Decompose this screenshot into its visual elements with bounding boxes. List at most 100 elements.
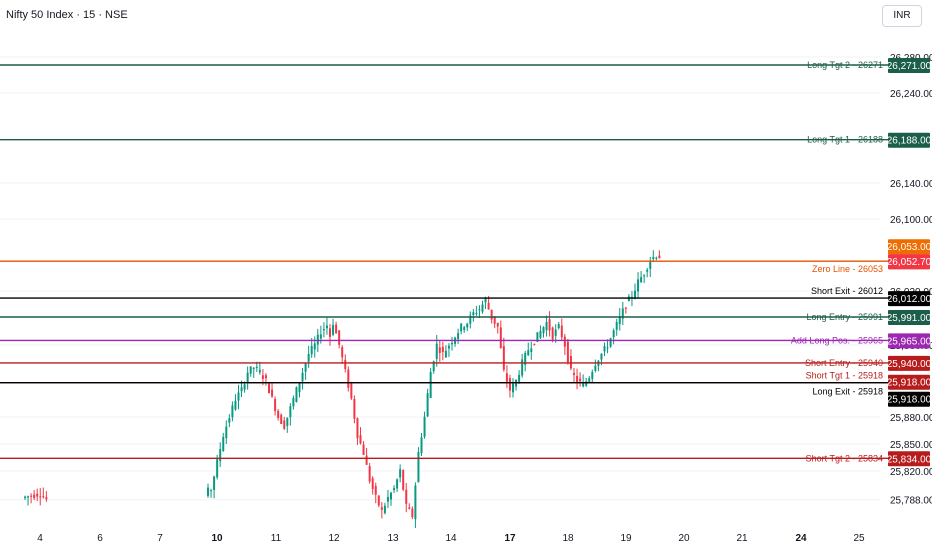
candle-body — [39, 496, 42, 498]
candle-body — [307, 353, 310, 362]
candle-body — [356, 418, 359, 439]
candle-body — [298, 382, 301, 393]
candles — [24, 250, 661, 528]
x-tick-label: 10 — [211, 533, 223, 544]
candle-body — [447, 345, 450, 349]
y-tick-label: 25,788.00 — [890, 496, 932, 507]
candle-body — [475, 312, 478, 314]
x-tick-label: 21 — [736, 533, 748, 544]
candle-body — [408, 507, 411, 509]
candle-body — [313, 343, 316, 350]
candle-body — [316, 334, 319, 345]
candle-body — [399, 469, 402, 478]
price-badges: 26,271.00 26,188.00 26,052.70 26,012.00 25,9… — [887, 58, 932, 467]
candle-body — [222, 436, 225, 452]
candle-body — [347, 369, 350, 388]
candle-body — [344, 359, 347, 369]
x-tick-label: 11 — [271, 533, 282, 544]
candle-body — [386, 497, 389, 502]
candle-body — [435, 343, 438, 359]
candle-body — [277, 411, 280, 418]
level-label: Short Entry - 25940 — [805, 358, 883, 368]
y-tick-label: 26,240.00 — [890, 89, 932, 100]
x-tick-label: 12 — [328, 533, 340, 544]
x-tick-label: 13 — [387, 533, 399, 544]
candle-body — [466, 323, 469, 328]
price-badge — [888, 355, 930, 371]
candle-body — [594, 365, 597, 371]
candle-body — [225, 426, 228, 439]
candle-body — [280, 414, 283, 425]
candle-body — [36, 493, 39, 497]
candle-body — [417, 452, 420, 483]
level-label: Zero Line - 26053 — [812, 264, 883, 274]
level-label: Short Tgt 2 - 25834 — [806, 453, 883, 463]
candle-body — [560, 325, 563, 338]
candle-body — [484, 298, 487, 303]
candle-body — [380, 507, 383, 510]
price-badge — [888, 374, 930, 390]
level-label: Long Tgt 1 - 26188 — [807, 135, 883, 145]
x-tick-label: 7 — [157, 533, 163, 544]
price-badge — [888, 391, 930, 407]
candle-body — [411, 508, 414, 518]
candle-body — [304, 363, 307, 372]
candle-body — [234, 400, 237, 410]
price-badge — [888, 333, 930, 349]
grid — [0, 56, 880, 501]
price-badge — [888, 291, 930, 307]
candle-body — [24, 496, 26, 498]
currency-button[interactable]: INR — [882, 5, 922, 27]
candle-body — [533, 343, 536, 345]
candle-body — [231, 405, 234, 418]
level-label: Short Tgt 1 - 25918 — [806, 371, 883, 381]
candle-body — [612, 330, 615, 338]
price-badge — [888, 451, 930, 467]
candle-body — [228, 418, 231, 423]
candle-body — [505, 373, 508, 382]
candle-body — [332, 324, 335, 335]
level-label: Long Entry - 25991 — [806, 312, 883, 322]
candle-body — [527, 350, 530, 356]
x-tick-label: 4 — [37, 533, 43, 544]
candle-body — [566, 341, 569, 362]
candle-body — [618, 316, 621, 325]
candle-body — [396, 479, 399, 489]
candle-body — [472, 312, 475, 316]
candle-body — [588, 378, 591, 382]
candle-body — [463, 327, 466, 330]
price-badge-text: 26,271.00 — [887, 61, 932, 72]
candle-body — [554, 329, 557, 336]
candle-body — [264, 375, 267, 379]
current-price-badge — [888, 239, 930, 255]
level-label: Long Tgt 2 - 26271 — [807, 60, 883, 70]
candle-body — [258, 369, 261, 373]
price-badge-text: 26,012.00 — [887, 294, 932, 305]
candle-body — [518, 374, 521, 382]
candle-body — [261, 375, 264, 379]
candle-body — [414, 485, 417, 520]
candle-body — [499, 327, 502, 348]
levels: Long Tgt 2 - 26271 Long Tgt 1 - 26188 Zero… — [0, 60, 889, 463]
candle-body — [350, 382, 353, 399]
candle-body — [405, 489, 408, 504]
candle-body — [213, 476, 216, 490]
price-badge-text: 25,940.00 — [887, 359, 932, 370]
candle-body — [432, 361, 435, 372]
candle-body — [585, 381, 588, 386]
candle-body — [441, 346, 444, 353]
level-label: Add Long Pos. - 25965 — [791, 335, 883, 345]
candle-body — [420, 437, 423, 454]
candle-body — [310, 346, 313, 355]
candle-body — [643, 275, 646, 277]
candle-body — [268, 383, 270, 394]
candle-body — [390, 492, 392, 500]
candle-body — [655, 257, 658, 259]
candle-body — [457, 333, 460, 340]
candle-body — [426, 393, 429, 417]
price-badge-text: 25,918.00 — [887, 395, 932, 406]
candle-body — [402, 470, 405, 490]
candle-body — [237, 392, 240, 401]
y-tick-label: 26,100.00 — [890, 215, 932, 226]
candle-body — [219, 449, 222, 462]
